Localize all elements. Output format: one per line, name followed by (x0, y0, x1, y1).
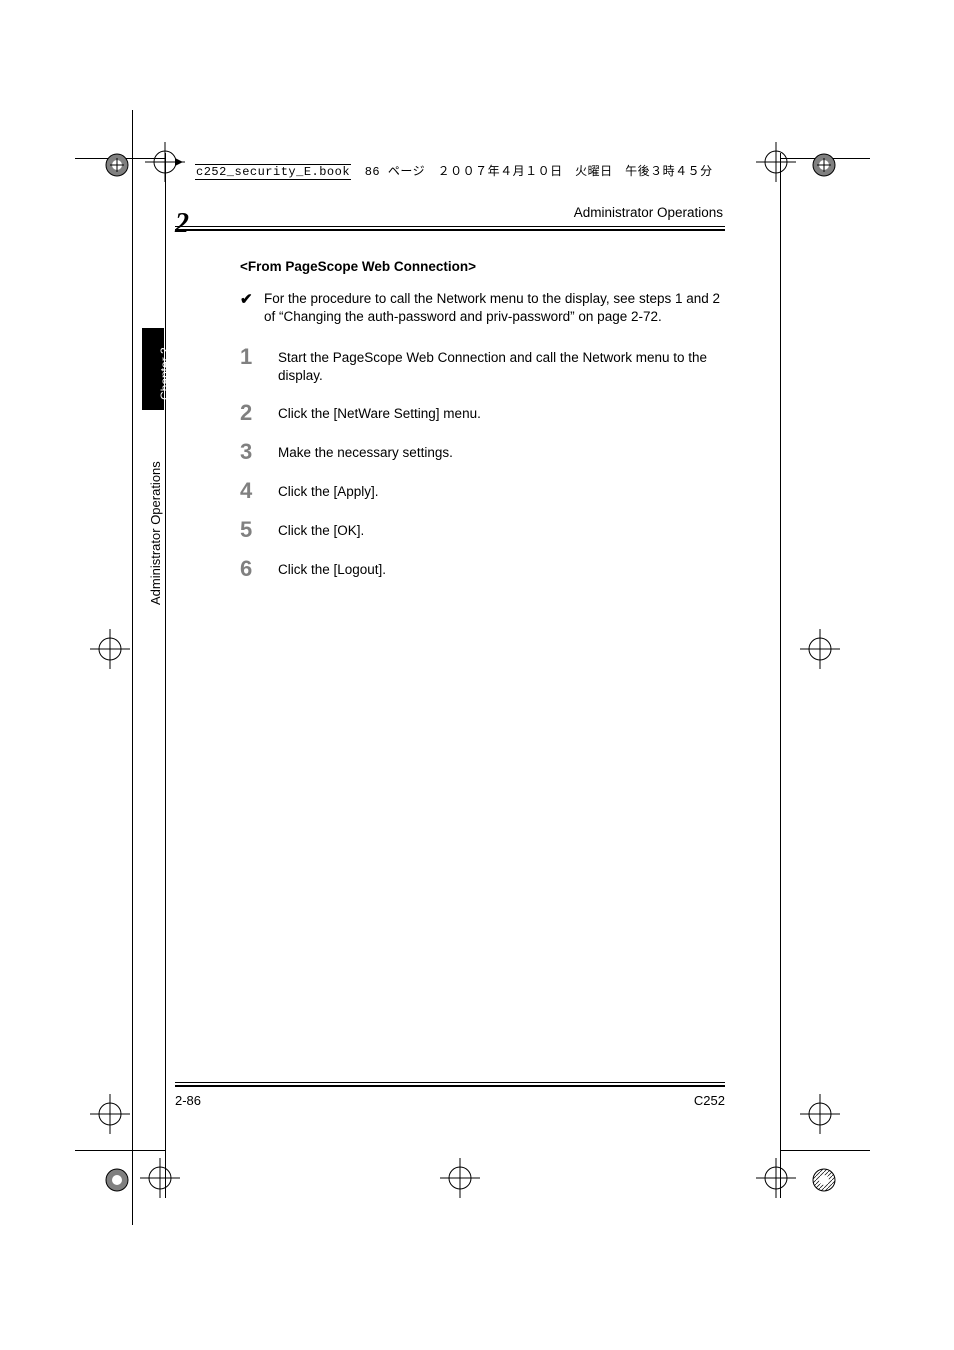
step-text: Click the [Apply]. (278, 479, 725, 502)
step-item: 3Make the necessary settings. (240, 440, 725, 463)
crop-hline-bottom (75, 1150, 165, 1151)
page-header: Administrator Operations (175, 205, 725, 231)
check-note-text: For the procedure to call the Network me… (264, 290, 725, 326)
step-item: 2Click the [NetWare Setting] menu. (240, 401, 725, 424)
section-title: <From PageScope Web Connection> (240, 258, 725, 276)
check-note: ✔ For the procedure to call the Network … (240, 290, 725, 326)
book-pageinfo: 86 ページ ２００７年４月１０日 火曜日 午後３時４５分 (365, 165, 713, 179)
step-item: 4Click the [Apply]. (240, 479, 725, 502)
reg-mark-bl-solid (97, 1160, 137, 1200)
step-text: Click the [OK]. (278, 518, 725, 541)
step-number: 4 (240, 479, 278, 502)
reg-mark-left-mid (90, 629, 130, 669)
footer-page-number: 2-86 (175, 1093, 201, 1108)
side-section-label: Administrator Operations (148, 461, 163, 605)
step-item: 1Start the PageScope Web Connection and … (240, 345, 725, 385)
reg-mark-br-cross (756, 1158, 796, 1198)
header-title: Administrator Operations (175, 205, 725, 226)
step-number: 2 (240, 401, 278, 424)
crop-vline-right-inner (780, 153, 781, 1198)
reg-mark-right-mid (800, 629, 840, 669)
step-text: Start the PageScope Web Connection and c… (278, 345, 725, 385)
chapter-tab: Chapter 2 (142, 328, 164, 410)
step-item: 6Click the [Logout]. (240, 557, 725, 580)
chapter-tab-label: Chapter 2 (158, 347, 172, 400)
reg-mark-tl-solid (97, 145, 137, 185)
reg-mark-tr-solid (804, 145, 844, 185)
content-area: <From PageScope Web Connection> ✔ For th… (240, 258, 725, 596)
book-filename: c252_security_E.book (195, 164, 351, 180)
reg-mark-br-solid (804, 1160, 844, 1200)
crop-hline-bottom-right (780, 1150, 870, 1151)
step-item: 5Click the [OK]. (240, 518, 725, 541)
step-number: 3 (240, 440, 278, 463)
header-rule-bold (175, 229, 725, 231)
footer-model: C252 (694, 1093, 725, 1108)
reg-mark-bl-cross2 (140, 1158, 180, 1198)
reg-mark-tr-cross (756, 142, 796, 182)
step-number: 6 (240, 557, 278, 580)
crop-vline-left-outer (132, 110, 133, 1225)
step-number: 5 (240, 518, 278, 541)
meta-line: c252_security_E.book 86 ページ ２００７年４月１０日 火… (195, 162, 713, 180)
reg-mark-br-cross2 (800, 1094, 840, 1134)
page-footer: 2-86 C252 (175, 1082, 725, 1108)
reg-mark-bl-cross (90, 1094, 130, 1134)
steps-list: 1Start the PageScope Web Connection and … (240, 345, 725, 580)
check-icon: ✔ (240, 290, 264, 326)
step-number: 1 (240, 345, 278, 385)
footer-rule-bold (175, 1085, 725, 1087)
step-text: Make the necessary settings. (278, 440, 725, 463)
chapter-number: 2 (175, 208, 189, 240)
footer-rule (175, 1082, 725, 1083)
reg-mark-tl-cross (145, 142, 185, 182)
step-text: Click the [NetWare Setting] menu. (278, 401, 725, 424)
crop-vline-left-inner (165, 153, 166, 1198)
reg-mark-bottom-mid (440, 1158, 480, 1198)
header-rule (175, 226, 725, 227)
step-text: Click the [Logout]. (278, 557, 725, 580)
